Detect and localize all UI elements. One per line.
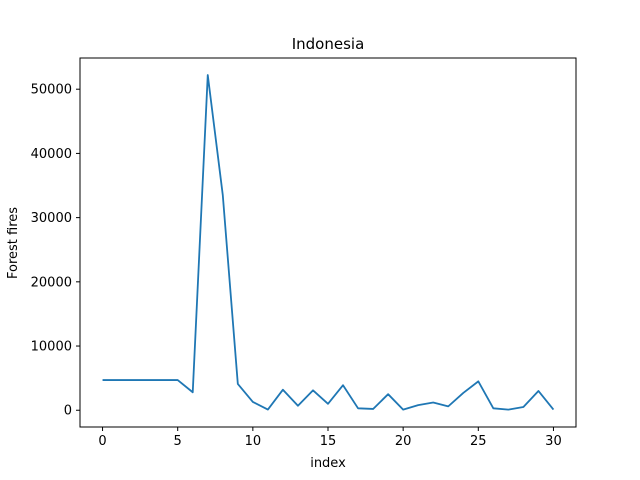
x-axis-ticks: 0 5 10 15 20 25 30	[98, 427, 562, 449]
chart-title: Indonesia	[292, 35, 365, 53]
series-line	[102, 74, 555, 411]
x-tick-label: 15	[320, 434, 337, 449]
plot-frame	[79, 57, 577, 428]
x-tick-label: 10	[245, 434, 262, 449]
series-layer	[102, 74, 555, 411]
y-tick-label: 50000	[31, 83, 72, 98]
y-tick-label: 10000	[31, 340, 72, 355]
y-tick-label: 0	[64, 404, 72, 419]
y-axis-label: Forest fires	[6, 207, 21, 279]
y-tick-label: 30000	[31, 211, 72, 226]
x-tick-label: 0	[98, 434, 106, 449]
x-axis-label: index	[310, 456, 346, 471]
x-tick-label: 20	[395, 434, 412, 449]
x-tick-label: 30	[545, 434, 562, 449]
x-tick-label: 25	[470, 434, 487, 449]
y-tick-label: 40000	[31, 147, 72, 162]
y-tick-label: 20000	[31, 275, 72, 290]
x-tick-label: 5	[174, 434, 182, 449]
y-axis-ticks: 0 10000 20000 30000 40000 50000	[31, 83, 80, 419]
